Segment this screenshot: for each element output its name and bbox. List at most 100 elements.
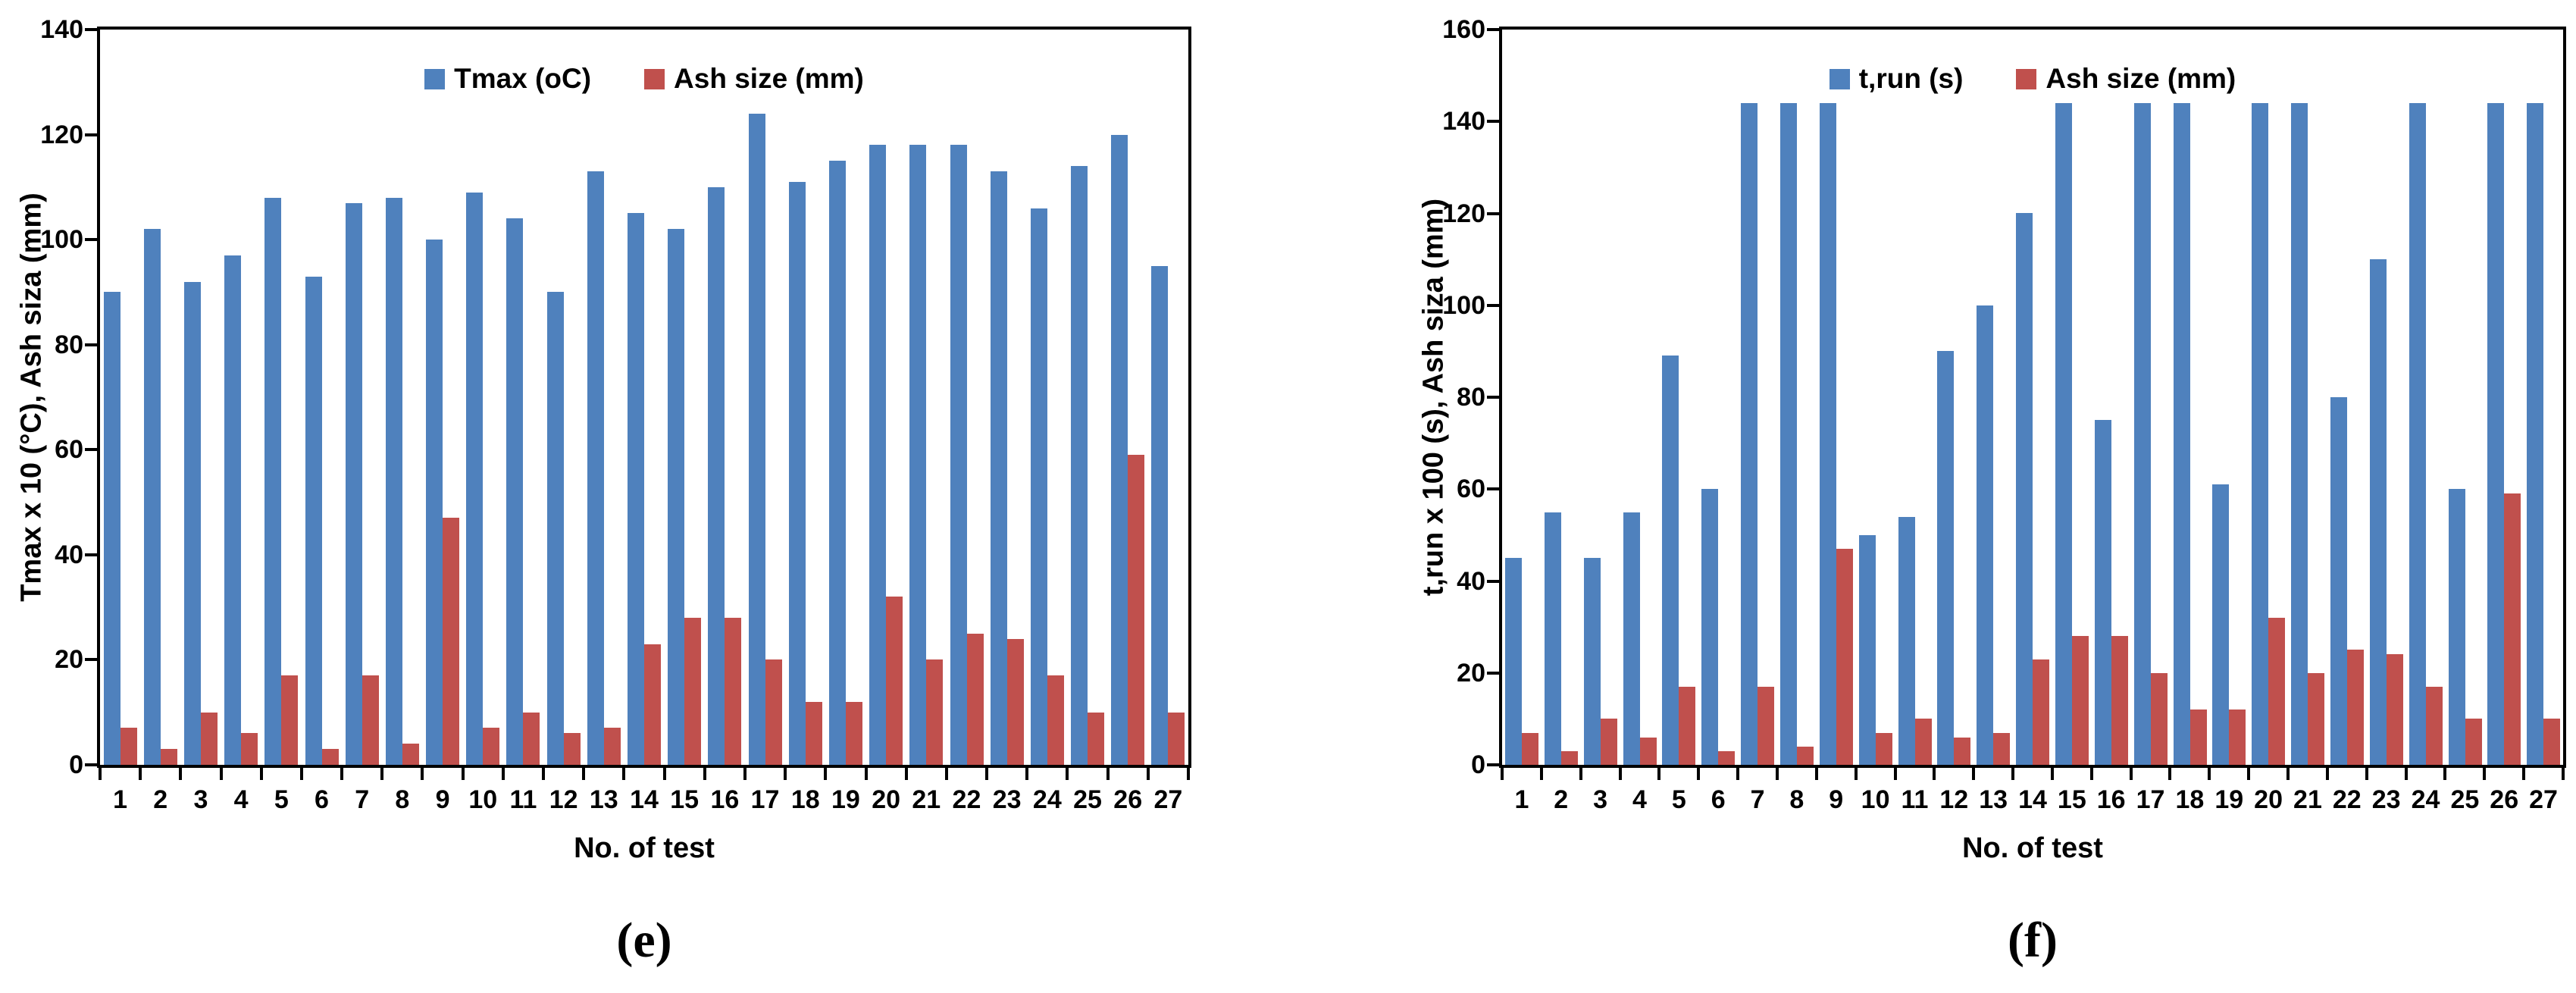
x-tick-mark	[703, 768, 706, 780]
x-tick-mark	[1893, 768, 1897, 780]
x-tick-mark	[1146, 768, 1150, 780]
x-tick-mark	[2522, 768, 2526, 780]
bar-group-test-1	[1502, 558, 1542, 765]
x-category-label-16: 16	[710, 785, 740, 814]
red-bar-test-13	[603, 728, 621, 765]
blue-bar-test-23	[990, 171, 1007, 765]
y-axis-title-e: Tmax x 10 (°C), Ash siza (mm)	[15, 193, 48, 602]
x-tick-mark	[2208, 768, 2211, 780]
blue-bar-test-1	[103, 292, 121, 765]
bar-group-test-5	[261, 198, 302, 765]
x-category-label-13: 13	[1979, 785, 2008, 814]
y-tick-label: 0	[1471, 750, 1485, 779]
x-category-label-25: 25	[1073, 785, 1102, 814]
x-tick-mark	[461, 768, 465, 780]
bar-group-test-26	[1108, 135, 1148, 765]
bar-group-test-4	[221, 255, 261, 765]
blue-bar-test-9	[426, 240, 443, 765]
y-tick-mark	[1487, 763, 1499, 766]
x-tick-mark	[299, 768, 303, 780]
y-tick-mark	[85, 28, 97, 31]
blue-bar-test-20	[869, 145, 887, 765]
blue-bar-test-19	[2212, 484, 2230, 765]
x-tick-mark	[259, 768, 263, 780]
y-tick-label: 20	[1457, 658, 1485, 688]
y-tick-mark	[1487, 671, 1499, 675]
bar-group-test-7	[1738, 103, 1777, 765]
red-bar-test-23	[2386, 654, 2403, 765]
red-bar-test-6	[321, 749, 339, 765]
y-tick-label: 0	[69, 750, 83, 779]
bar-group-test-6	[302, 277, 342, 765]
blue-bar-test-7	[345, 203, 362, 765]
y-axis-title-f: t,run x 100 (s), Ash siza (mm)	[1417, 198, 1450, 597]
red-bar-test-10	[483, 728, 500, 765]
red-bar-test-22	[2346, 650, 2364, 765]
blue-bar-test-16	[708, 187, 725, 765]
blue-bar-test-7	[1741, 103, 1758, 765]
x-tick-mark	[1736, 768, 1740, 780]
x-category-label-10: 10	[468, 785, 498, 814]
blue-bar-test-18	[2173, 103, 2190, 765]
red-bar-test-16	[2111, 636, 2128, 765]
x-tick-mark	[179, 768, 183, 780]
x-category-label-5: 5	[1671, 785, 1686, 814]
red-bar-test-13	[1993, 733, 2011, 765]
y-tick-mark	[1487, 28, 1499, 31]
x-tick-mark	[864, 768, 868, 780]
x-tick-mark	[662, 768, 666, 780]
legend-e: Tmax (oC) Ash size (mm)	[100, 63, 1188, 95]
x-category-label-11: 11	[1901, 785, 1929, 814]
y-tick-mark	[85, 133, 97, 136]
blue-bar-test-15	[668, 229, 685, 765]
y-tick-label: 20	[55, 645, 83, 675]
bar-group-test-19	[2209, 484, 2249, 765]
x-category-label-15: 15	[670, 785, 700, 814]
x-category-label-8: 8	[1789, 785, 1804, 814]
blue-bar-test-2	[143, 229, 161, 765]
red-bar-test-20	[886, 597, 903, 765]
y-tick-label: 60	[55, 435, 83, 465]
blue-bar-test-24	[2409, 103, 2426, 765]
x-category-label-8: 8	[395, 785, 410, 814]
blue-bar-test-5	[264, 198, 282, 765]
x-tick-mark	[1025, 768, 1029, 780]
red-bar-test-6	[1718, 751, 1736, 765]
y-tick-label: 120	[1442, 199, 1485, 228]
red-bar-test-11	[523, 713, 540, 765]
y-tick-label: 80	[55, 330, 83, 359]
red-bar-test-5	[281, 675, 299, 765]
x-category-label-1: 1	[1514, 785, 1529, 814]
y-tick-mark	[1487, 487, 1499, 491]
bar-group-test-8	[1777, 103, 1817, 765]
x-tick-mark	[1775, 768, 1779, 780]
x-category-label-4: 4	[1632, 785, 1647, 814]
red-bar-test-17	[2150, 673, 2168, 765]
y-tick-mark	[1487, 396, 1499, 399]
bar-group-test-5	[1659, 356, 1698, 765]
blue-bar-test-6	[305, 277, 322, 765]
bars-container-f	[1502, 30, 2563, 765]
blue-bar-test-3	[183, 282, 201, 765]
x-tick-mark	[743, 768, 747, 780]
y-tick-label: 100	[40, 225, 83, 255]
red-bar-test-14	[2033, 659, 2050, 765]
blue-bar-test-16	[2094, 420, 2111, 765]
bar-group-test-14	[624, 213, 664, 765]
x-tick-mark	[139, 768, 142, 780]
bar-group-test-25	[2446, 489, 2485, 765]
y-tick-mark	[1487, 120, 1499, 124]
red-bar-test-25	[2465, 719, 2482, 765]
red-bar-test-22	[966, 634, 984, 765]
blue-bar-test-24	[1030, 208, 1047, 765]
x-tick-mark	[2247, 768, 2251, 780]
blue-bar-test-10	[1858, 535, 1876, 765]
blue-bar-test-25	[1071, 166, 1088, 765]
bar-group-test-22	[2327, 397, 2367, 765]
red-bar-test-9	[443, 518, 460, 765]
blue-bar-test-14	[628, 213, 645, 765]
red-bar-test-15	[684, 618, 702, 765]
bar-group-test-27	[2524, 103, 2563, 765]
red-bar-test-7	[1758, 687, 1775, 765]
